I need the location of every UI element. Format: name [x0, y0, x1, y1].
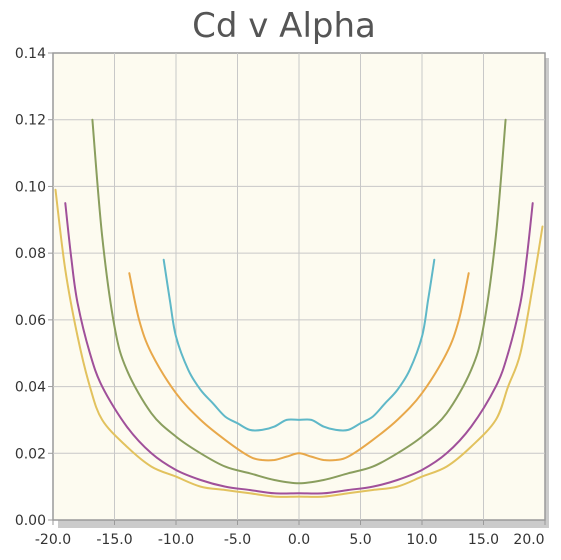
y-tick-label: 0.10 — [15, 179, 46, 195]
series-line-2 — [128, 272, 470, 462]
y-tick-label: 0.02 — [15, 446, 46, 462]
series-line-5 — [54, 188, 544, 498]
x-tick-label: 20.0 — [513, 532, 544, 548]
y-axis-ticks: 0.00 0.02 0.04 0.06 0.08 0.10 0.12 0.14 — [15, 46, 53, 529]
y-tick-label: 0.00 — [15, 513, 46, 529]
y-tick-label: 0.08 — [15, 246, 46, 262]
y-tick-label: 0.04 — [15, 380, 46, 396]
y-tick-label: 0.06 — [15, 313, 46, 329]
x-tick-label: 5.0 — [349, 532, 371, 548]
x-tick-label: -5.0 — [224, 532, 251, 548]
grid — [53, 53, 545, 520]
series-line-3 — [91, 118, 507, 485]
y-tick-label: 0.14 — [15, 46, 46, 62]
x-axis-ticks: -20.0 -15.0 -10.0 -5.0 0.0 5.0 10.0 15.0 20.0 — [35, 520, 546, 548]
y-tick-label: 0.12 — [15, 113, 46, 129]
x-tick-label: -15.0 — [96, 532, 132, 548]
chart-title: Cd v Alpha — [192, 6, 376, 46]
series-line-4 — [64, 202, 534, 495]
series-group — [54, 118, 544, 498]
x-tick-label: 0.0 — [288, 532, 310, 548]
x-tick-label: 15.0 — [468, 532, 499, 548]
series-line-1 — [162, 258, 436, 432]
x-tick-label: -20.0 — [35, 532, 71, 548]
x-tick-label: 10.0 — [406, 532, 437, 548]
x-tick-label: -10.0 — [158, 532, 194, 548]
